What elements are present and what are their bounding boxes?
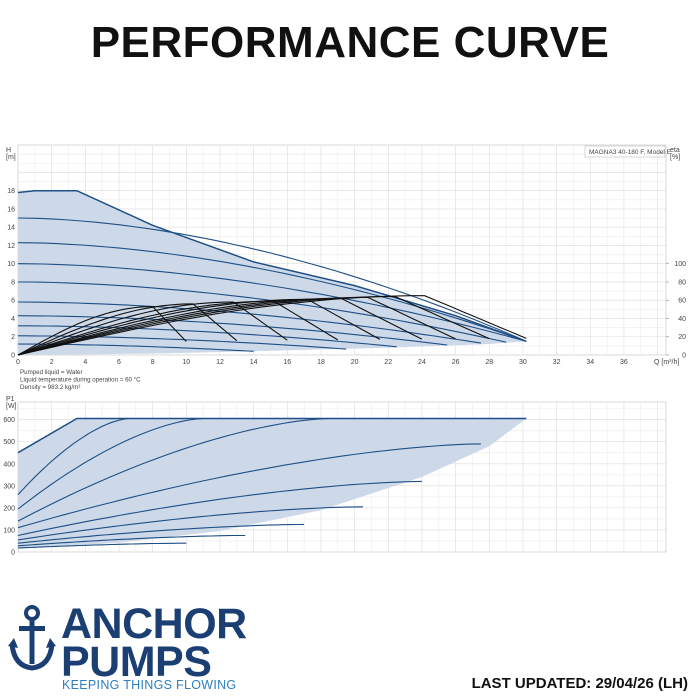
top-x-tick-label: 10 <box>182 359 190 366</box>
eta-tick-label: 20 <box>678 334 686 341</box>
power-curve-line <box>17 542 187 549</box>
power-curve-line <box>17 506 364 541</box>
head-curve-line <box>18 281 507 343</box>
top-x-tick-label: 4 <box>83 359 87 366</box>
model-legend-label: MAGNA3 40-180 F, Model E <box>589 149 672 156</box>
top-x-tick-label: 36 <box>620 359 628 366</box>
eta-tick-label: 60 <box>678 298 686 305</box>
power-curve-line <box>17 417 330 522</box>
efficiency-curve-line <box>17 303 238 356</box>
brand-name-line2: PUMPS <box>61 638 212 686</box>
power-curve-line <box>17 417 204 510</box>
top-x-tick-label: 32 <box>553 359 561 366</box>
top-x-tick-label: 18 <box>317 359 325 366</box>
efficiency-curve-line <box>17 296 456 356</box>
page-title: PERFORMANCE CURVE <box>90 18 610 67</box>
top-x-axis-label: Q [m³/h] <box>654 359 679 366</box>
max-power-curve-line <box>17 417 527 454</box>
top-y-tick-label: 2 <box>11 334 15 341</box>
power-chart: P1[W] 0 100 200 300 400 500 600 <box>3 396 667 557</box>
bottom-y-axis-unit: [W] <box>6 403 17 410</box>
head-envelope-area <box>18 190 527 355</box>
model-legend-box <box>584 145 666 158</box>
bottom-y-tick-label: 100 <box>3 527 15 534</box>
max-head-curve-line <box>17 189 527 343</box>
top-x-tick-label: 20 <box>351 359 359 366</box>
efficiency-curve-line <box>17 295 527 356</box>
efficiency-curve-line <box>17 306 187 356</box>
power-envelope-area <box>18 418 527 549</box>
bottom-y-tick-label: 400 <box>3 461 15 468</box>
bottom-y-tick-label: 600 <box>3 417 15 424</box>
top-y-axis-label: H <box>6 147 11 154</box>
bottom-y-axis-label: P1 <box>6 396 15 403</box>
bottom-y-tick-label: 200 <box>3 505 15 512</box>
top-x-tick-label: 22 <box>384 359 392 366</box>
bottom-y-tick-label: 500 <box>3 439 15 446</box>
last-updated-text: LAST UPDATED: 29/04/26 (LH) <box>471 675 688 692</box>
top-y-tick-label: 4 <box>11 316 15 323</box>
top-x-tick-label: 2 <box>50 359 54 366</box>
power-curve-line <box>17 417 130 495</box>
bottom-y-tick-label: 300 <box>3 483 15 490</box>
power-curve-line <box>17 523 305 544</box>
top-y-tick-label: 10 <box>7 261 15 268</box>
efficiency-curve-line <box>17 301 288 356</box>
head-curve-line <box>18 335 347 350</box>
top-x-tick-label: 14 <box>250 359 258 366</box>
efficiency-curve-line <box>17 296 490 356</box>
eta-tick-label: 40 <box>678 316 686 323</box>
top-x-tick-label: 34 <box>586 359 594 366</box>
power-curve-line <box>17 443 481 529</box>
eta-axis-label: eta <box>670 147 680 154</box>
top-y-tick-label: 16 <box>7 206 15 213</box>
head-curve-line <box>18 325 397 348</box>
anchor-icon <box>8 605 56 671</box>
liquid-annotation: Density = 983.2 kg/m³ <box>20 384 80 391</box>
eta-tick-label: 0 <box>682 353 686 360</box>
head-curve-line <box>17 263 527 342</box>
top-x-tick-label: 6 <box>117 359 121 366</box>
bottom-y-tick-label: 0 <box>11 550 15 557</box>
top-y-axis-unit: [m] <box>6 154 16 161</box>
liquid-annotation: Liquid temperature during operation = 60… <box>20 377 141 384</box>
power-curve-line <box>17 480 422 537</box>
eta-tick-label: 80 <box>678 279 686 286</box>
anchor-pumps-logo: ANCHOR PUMPS KEEPING THINGS FLOWING <box>6 600 256 695</box>
liquid-annotation: Pumped liquid = Water <box>20 369 83 376</box>
top-x-tick-label: 26 <box>452 359 460 366</box>
top-y-tick-label: 14 <box>7 225 15 232</box>
efficiency-curve-line <box>17 300 339 356</box>
efficiency-curve-line <box>17 297 423 356</box>
top-x-tick-label: 0 <box>16 359 20 366</box>
top-x-tick-label: 28 <box>485 359 493 366</box>
top-y-tick-label: 6 <box>11 298 15 305</box>
eta-axis-unit: [%] <box>670 154 680 161</box>
top-y-tick-label: 12 <box>7 243 15 250</box>
top-x-tick-label: 24 <box>418 359 426 366</box>
top-y-tick-label: 8 <box>11 279 15 286</box>
power-curve-line <box>17 534 246 547</box>
brand-name-line1: ANCHOR <box>61 600 247 648</box>
head-curve-line <box>17 217 527 342</box>
eta-tick-label: 100 <box>674 261 686 268</box>
brand-tagline: KEEPING THINGS FLOWING <box>62 678 237 692</box>
top-x-tick-label: 30 <box>519 359 527 366</box>
head-curve-line <box>17 242 527 342</box>
top-x-tick-label: 8 <box>151 359 155 366</box>
top-x-tick-label: 12 <box>216 359 224 366</box>
top-x-tick-label: 16 <box>283 359 291 366</box>
top-y-tick-label: 18 <box>7 188 15 195</box>
top-y-tick-label: 0 <box>11 353 15 360</box>
